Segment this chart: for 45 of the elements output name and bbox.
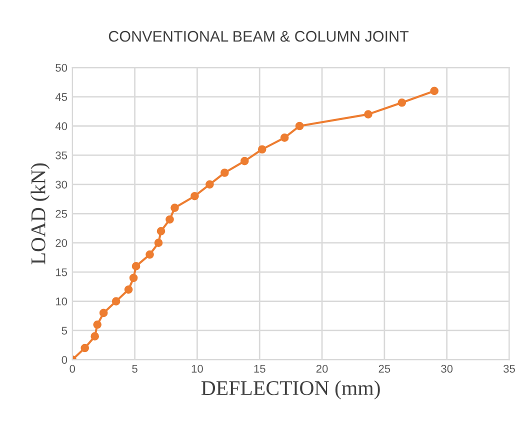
y-tick-label: 30 — [56, 180, 68, 189]
point — [93, 320, 102, 329]
y-tick-label: 0 — [62, 356, 68, 364]
point — [364, 110, 372, 118]
chart-title: CONVENTIONAL BEAM & COLUMN JOINT — [108, 30, 409, 42]
x-tick-label: 0 — [70, 364, 76, 373]
point — [206, 180, 214, 189]
point — [258, 145, 266, 154]
point — [240, 156, 249, 166]
x-tick-label: 30 — [441, 364, 453, 373]
point — [170, 204, 179, 212]
y-tick-label: 10 — [56, 298, 68, 306]
point — [129, 274, 138, 282]
point — [146, 250, 154, 259]
point — [99, 308, 108, 318]
x-tick-label: 15 — [254, 364, 266, 373]
x-axis-title: DEFLECTION (mm) — [201, 380, 380, 400]
y-axis-title: LOAD (kN) — [30, 163, 50, 264]
y-tick-label: 5 — [62, 326, 68, 335]
point — [124, 285, 133, 294]
point — [430, 86, 439, 96]
y-tick-label: 45 — [55, 93, 68, 101]
x-tick-label: 20 — [316, 364, 328, 373]
x-tick-label: 25 — [378, 364, 390, 373]
point — [154, 238, 163, 248]
point — [90, 332, 100, 340]
x-tick-label: 35 — [503, 364, 515, 373]
point — [80, 344, 90, 352]
y-tick-label: 35 — [56, 151, 68, 160]
y-tick-label: 40 — [55, 122, 68, 130]
point — [112, 297, 120, 306]
y-tick-label: 15 — [56, 268, 68, 276]
point — [156, 227, 166, 236]
point — [295, 122, 304, 130]
point — [220, 168, 229, 177]
point — [280, 134, 289, 142]
point — [166, 215, 174, 224]
x-tick-label: 10 — [192, 364, 203, 373]
x-tick-label: 5 — [132, 364, 138, 373]
point — [398, 98, 406, 107]
y-tick-label: 25 — [56, 210, 68, 218]
y-tick-label: 50 — [56, 64, 68, 72]
point — [132, 262, 140, 270]
point — [190, 192, 199, 200]
y-tick-label: 20 — [56, 239, 68, 247]
